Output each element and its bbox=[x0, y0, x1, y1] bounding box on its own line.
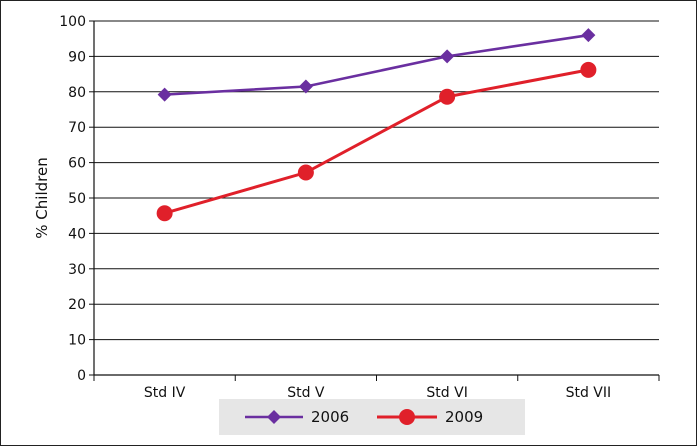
y-tick-labels: 0 10 20 30 40 50 60 70 80 90 100 bbox=[59, 14, 86, 384]
y-tick-label: 80 bbox=[68, 85, 86, 101]
y-tick-label: 70 bbox=[68, 120, 86, 136]
data-point-2006-Std-V bbox=[298, 79, 313, 94]
series-line-2006 bbox=[164, 33, 589, 96]
x-tick-label: Std VII bbox=[566, 385, 612, 401]
y-tick-label: 60 bbox=[68, 156, 86, 172]
y-tick-label: 90 bbox=[68, 49, 86, 65]
x-tick-label: Std V bbox=[287, 385, 325, 401]
legend-entry-2009: 2009 bbox=[377, 408, 483, 426]
y-axis-title: % Children bbox=[33, 157, 51, 238]
y-tick-label: 30 bbox=[68, 262, 86, 278]
x-tick-label: Std IV bbox=[144, 385, 186, 401]
data-point-2006-Std-VII bbox=[581, 28, 596, 43]
data-point-2009-Std-V bbox=[297, 164, 314, 181]
y-tick-label: 0 bbox=[77, 368, 86, 384]
data-point-2009-Std-IV bbox=[156, 205, 173, 222]
data-point-2006-Std-IV bbox=[157, 87, 172, 102]
data-point-2006-Std-VI bbox=[440, 49, 455, 64]
legend-label-2006: 2006 bbox=[311, 408, 349, 426]
series-lines bbox=[156, 28, 597, 222]
gridlines bbox=[94, 20, 659, 341]
axes bbox=[89, 20, 660, 381]
x-tick-labels: Std IV Std V Std VI Std VII bbox=[144, 385, 611, 401]
y-tick-label: 100 bbox=[59, 14, 86, 30]
y-tick-label: 10 bbox=[68, 333, 86, 349]
y-tick-label: 40 bbox=[68, 226, 86, 242]
data-point-2009-Std-VII bbox=[580, 61, 597, 78]
y-tick-label: 50 bbox=[68, 191, 86, 207]
legend-label-2009: 2009 bbox=[445, 408, 483, 426]
legend-diamond-marker bbox=[267, 410, 281, 424]
legend-circle-marker bbox=[399, 409, 415, 425]
legend-entry-2006: 2006 bbox=[245, 408, 349, 426]
series-line-2009 bbox=[164, 68, 589, 215]
x-tick-label: Std VI bbox=[426, 385, 467, 401]
y-tick-label: 20 bbox=[68, 297, 86, 313]
legend: 2006 2009 bbox=[219, 399, 525, 435]
data-point-2009-Std-VI bbox=[439, 88, 456, 105]
